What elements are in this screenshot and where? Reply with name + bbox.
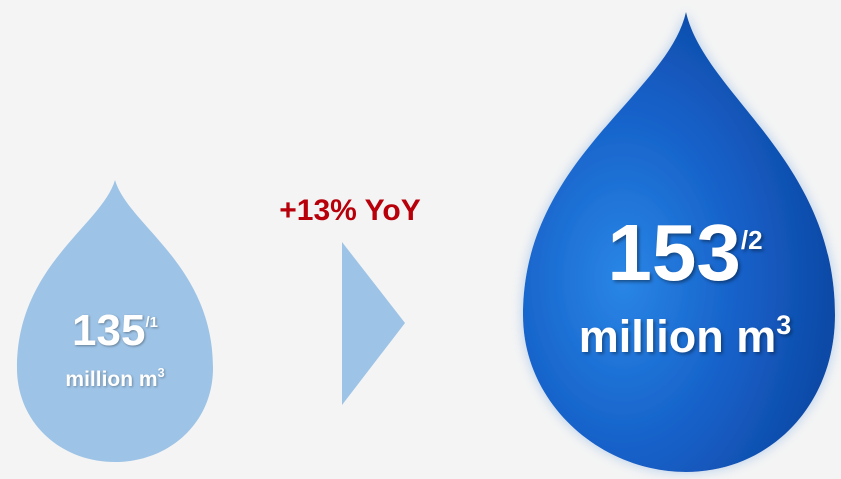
previous-unit-power: 3	[157, 366, 165, 380]
growth-arrow	[342, 242, 405, 405]
current-volume-unit: million m3	[578, 310, 792, 362]
previous-volume-unit: million m3	[65, 366, 165, 391]
current-unit-power: 3	[776, 310, 792, 340]
current-footnote: /2	[740, 225, 763, 255]
big-water-drop	[523, 12, 835, 472]
current-volume-value: 153/2	[607, 208, 763, 297]
previous-footnote: /1	[145, 314, 158, 331]
small-water-drop	[17, 180, 213, 462]
previous-volume-value: 135/1	[72, 306, 158, 355]
yoy-change-label: +13% YoY	[279, 194, 421, 227]
